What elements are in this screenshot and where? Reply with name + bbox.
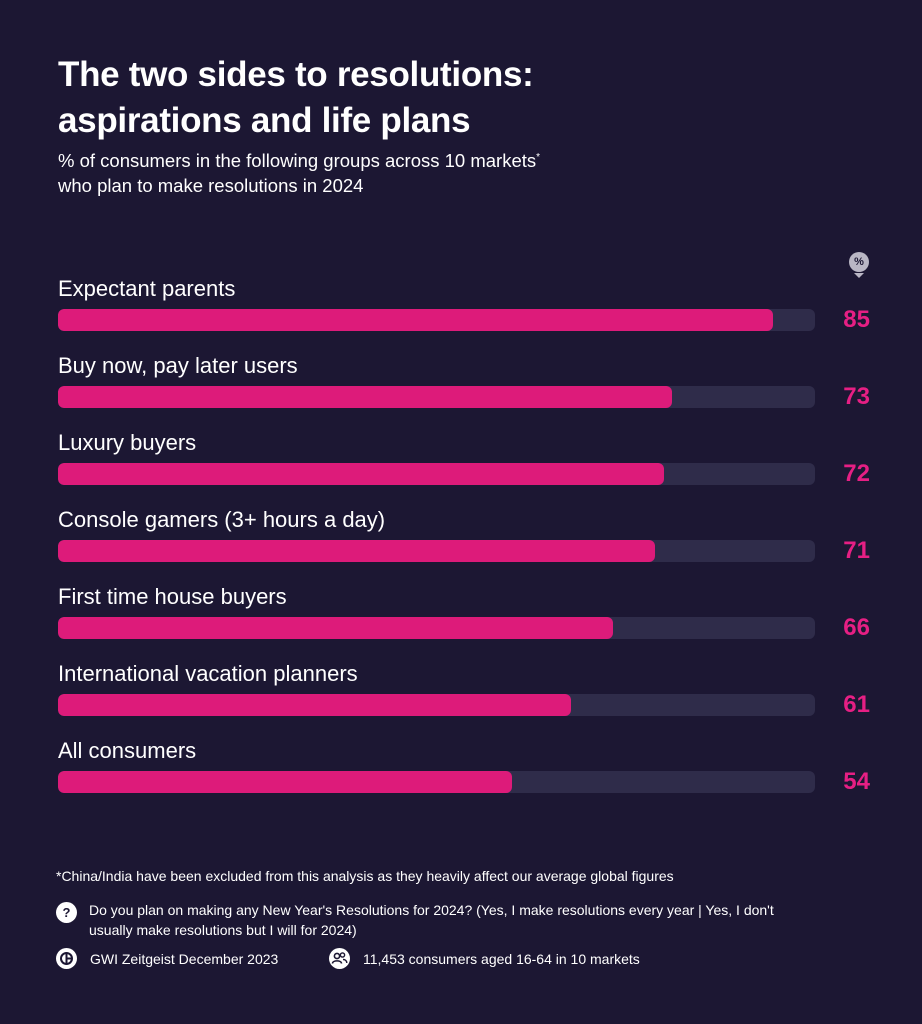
source-text: GWI Zeitgeist December 2023 xyxy=(90,951,279,967)
footnote: *China/India have been excluded from thi… xyxy=(56,868,674,884)
bar-track xyxy=(58,617,815,639)
bar-value-label: 54 xyxy=(843,768,870,795)
source-row: GWI Zeitgeist December 2023 11,453 consu… xyxy=(56,948,856,970)
percent-unit-badge: % xyxy=(849,252,869,272)
bar-row: International vacation planners 61 xyxy=(58,661,870,721)
bar-value-label: 73 xyxy=(843,383,870,410)
bar-track xyxy=(58,386,815,408)
bar-value-label: 72 xyxy=(843,460,870,487)
question-icon: ? xyxy=(56,902,77,923)
bar-value-label: 61 xyxy=(843,691,870,718)
question-text: Do you plan on making any New Year's Res… xyxy=(89,902,774,938)
title-line-2: aspirations and life plans xyxy=(58,101,471,140)
bar-row: First time house buyers 66 xyxy=(58,584,870,644)
bar-value-label: 85 xyxy=(843,306,870,333)
chart-subtitle: % of consumers in the following groups a… xyxy=(58,148,818,198)
unit-badge-pointer xyxy=(854,273,864,278)
bar-label: Luxury buyers xyxy=(58,430,197,455)
people-icon xyxy=(329,948,350,969)
sample-text: 11,453 consumers aged 16-64 in 10 market… xyxy=(363,951,640,967)
bar-label: First time house buyers xyxy=(58,584,287,609)
bar xyxy=(58,309,773,331)
gwi-logo-svg xyxy=(60,952,73,965)
bar-track xyxy=(58,540,815,562)
title-line-1: The two sides to resolutions: xyxy=(58,55,534,94)
bar xyxy=(58,540,656,562)
bar-row: Buy now, pay later users 73 xyxy=(58,353,870,413)
subtitle-footnote-mark: * xyxy=(536,151,541,163)
bar-value-label: 71 xyxy=(843,537,870,564)
gwi-logo-icon xyxy=(56,948,77,969)
people-svg xyxy=(331,952,348,964)
bar-label: Console gamers (3+ hours a day) xyxy=(58,507,386,532)
bar-track xyxy=(58,463,815,485)
bar-track xyxy=(58,771,815,793)
bar xyxy=(58,694,572,716)
bar-row: Luxury buyers 72 xyxy=(58,430,870,490)
bar-label: All consumers xyxy=(58,738,197,763)
bar-value-label: 66 xyxy=(843,614,870,641)
bar-label: Buy now, pay later users xyxy=(58,353,298,378)
bar-track xyxy=(58,309,815,331)
bar xyxy=(58,771,513,793)
bar xyxy=(58,386,672,408)
bar-track xyxy=(58,694,815,716)
subtitle-line-1-wrap: % of consumers in the following groups a… xyxy=(58,148,818,173)
bar-label: Expectant parents xyxy=(58,276,236,301)
subtitle-line-1: % of consumers in the following groups a… xyxy=(58,150,537,171)
bar-row: All consumers 54 xyxy=(58,738,870,798)
chart-title: The two sides to resolutions: aspiration… xyxy=(58,52,818,144)
bar xyxy=(58,617,614,639)
subtitle-line-2: who plan to make resolutions in 2024 xyxy=(58,175,364,196)
bar-label: International vacation planners xyxy=(58,661,358,686)
bar-row: Expectant parents 85 xyxy=(58,276,870,336)
bar-row: Console gamers (3+ hours a day) 71 xyxy=(58,507,870,567)
bar xyxy=(58,463,664,485)
